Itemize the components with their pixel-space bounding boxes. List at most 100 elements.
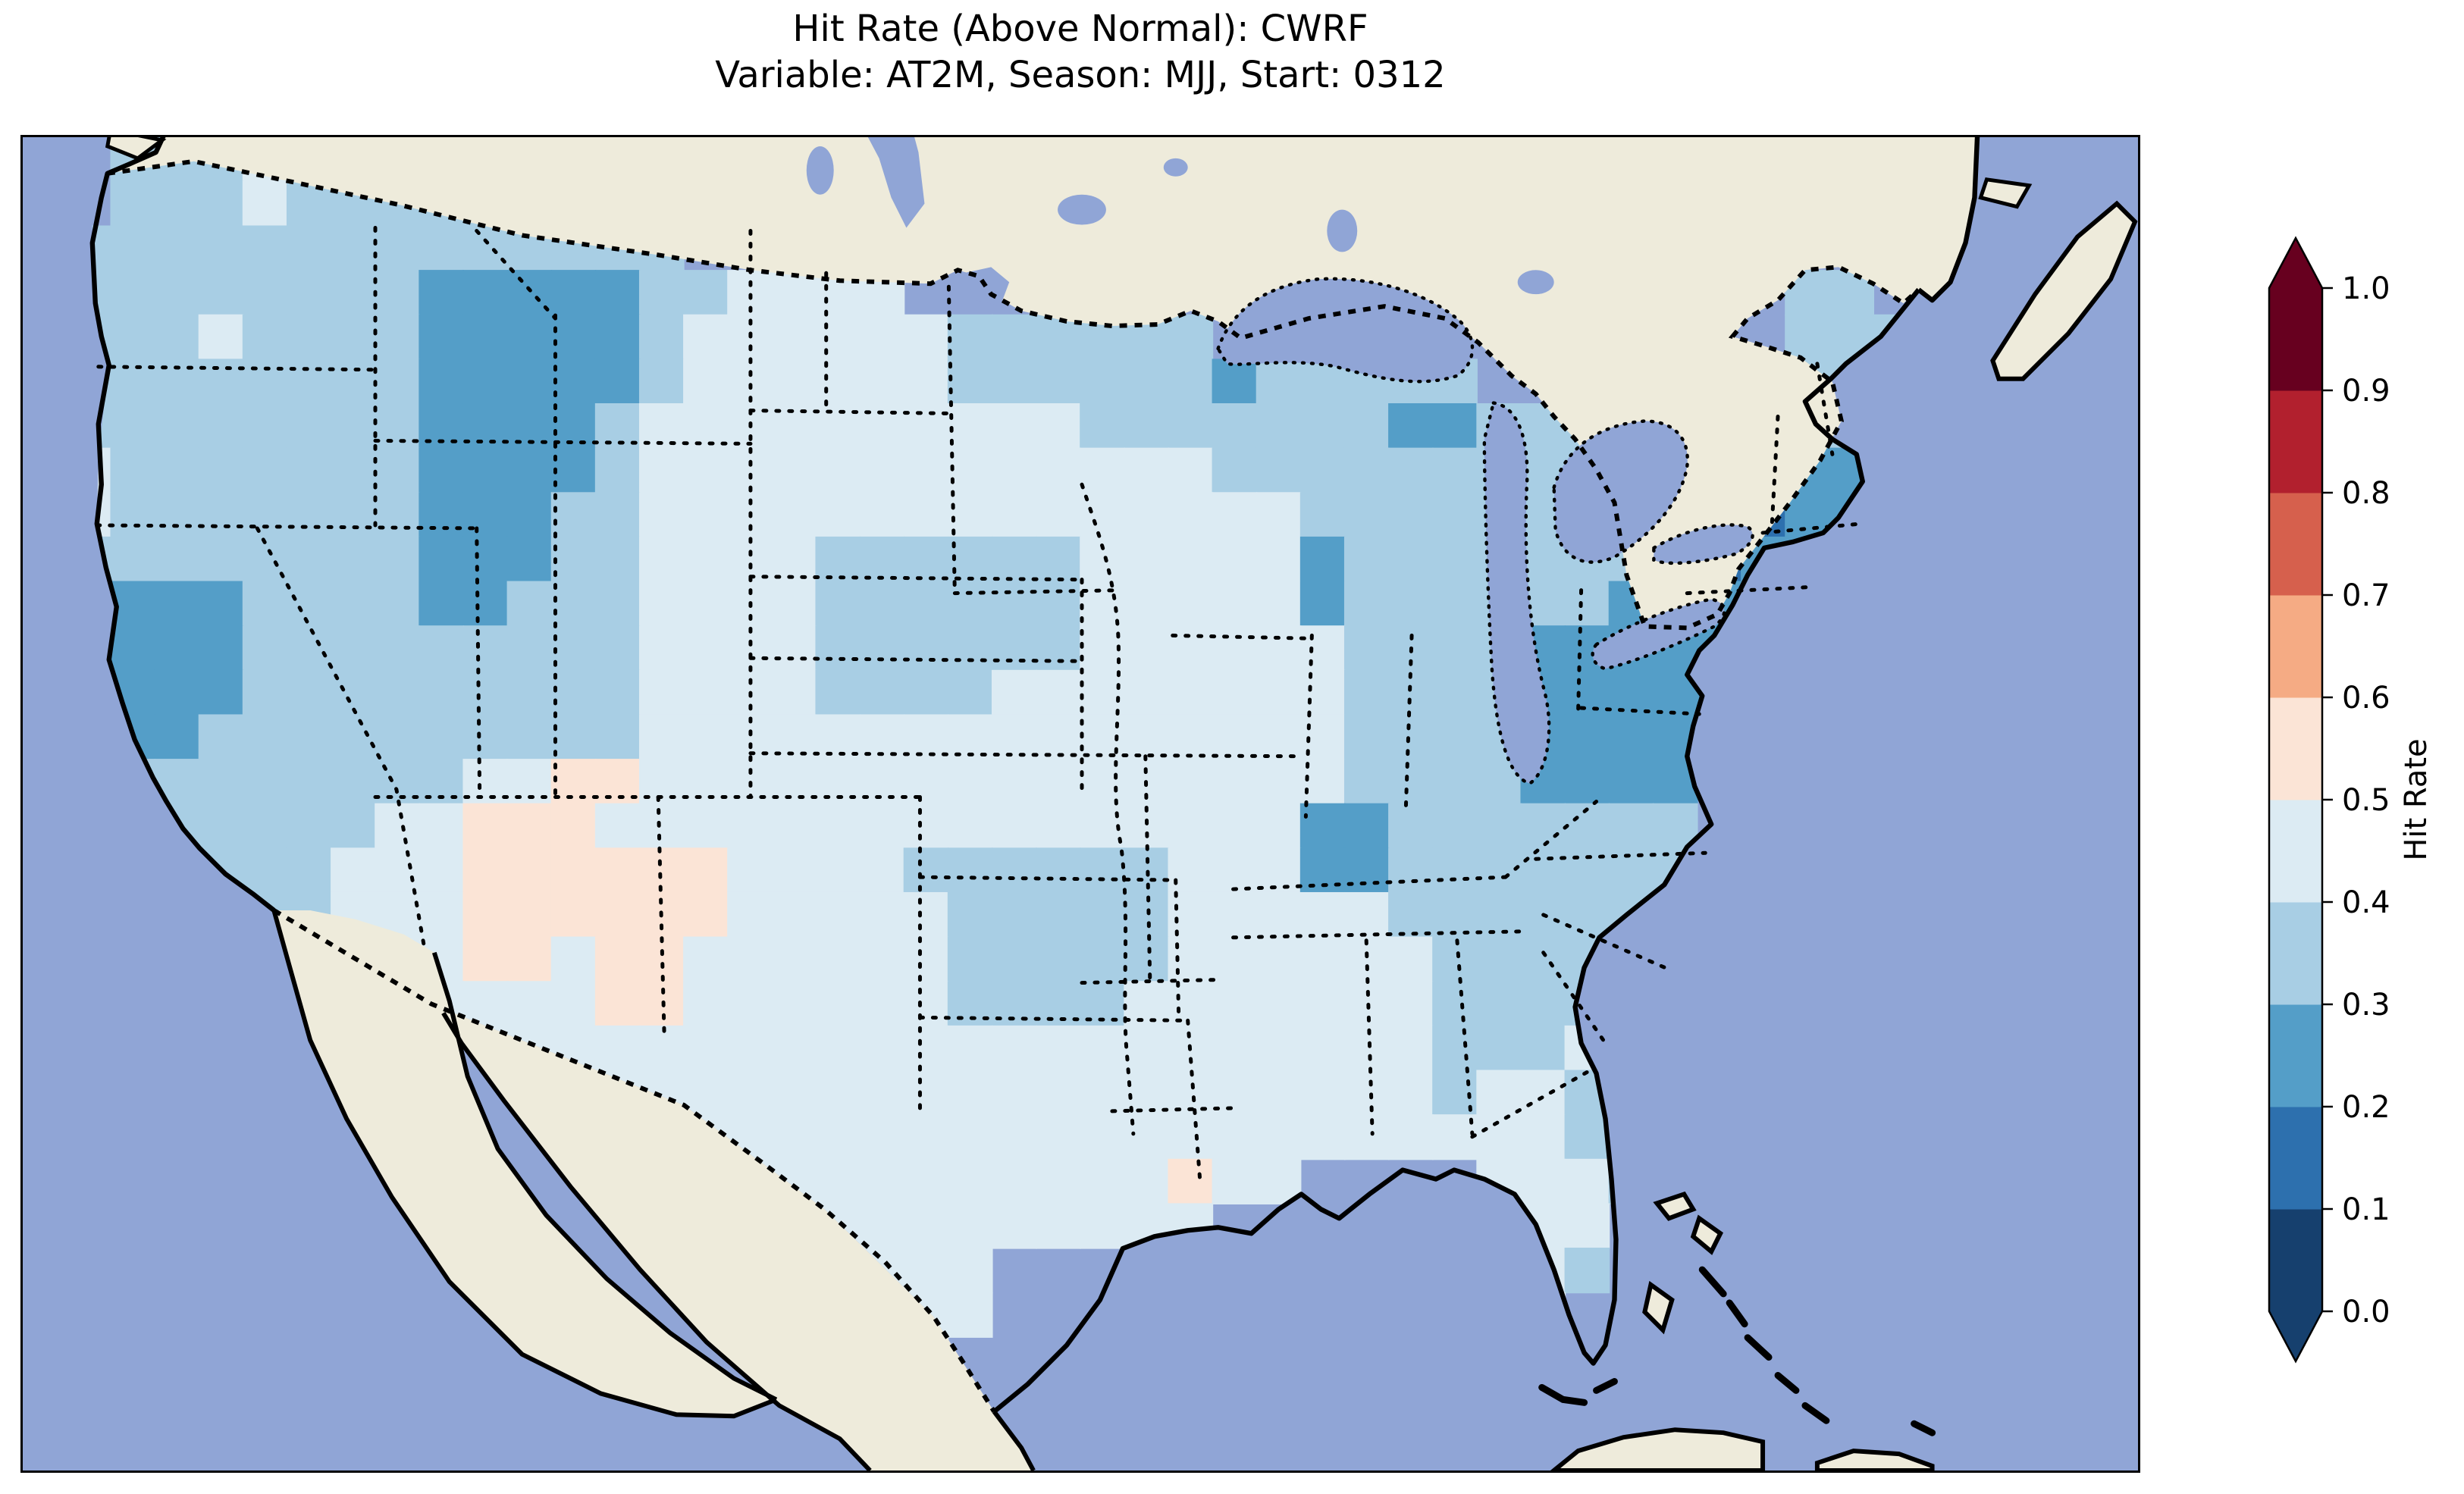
hit-rate-cell bbox=[594, 314, 641, 360]
hit-rate-cell bbox=[1168, 669, 1214, 716]
hit-rate-cell bbox=[1168, 714, 1214, 760]
hit-rate-cell bbox=[1212, 1025, 1258, 1072]
hit-rate-cell bbox=[1256, 803, 1302, 849]
colorbar-bin bbox=[2269, 390, 2322, 493]
map-panel bbox=[20, 135, 2140, 1473]
hit-rate-cell bbox=[815, 803, 861, 849]
hit-rate-cell bbox=[1256, 714, 1302, 760]
hit-rate-cell bbox=[1036, 759, 1081, 805]
hit-rate-cell bbox=[683, 714, 729, 760]
hit-rate-cell bbox=[771, 625, 817, 672]
hit-rate-cell bbox=[1124, 981, 1170, 1027]
hit-rate-cell bbox=[419, 359, 465, 405]
hit-rate-cell bbox=[1036, 492, 1081, 538]
hit-rate-cell bbox=[947, 581, 993, 627]
hit-rate-cell bbox=[419, 625, 465, 672]
hit-rate-cell bbox=[1343, 669, 1390, 716]
hit-rate-cell bbox=[1388, 1070, 1434, 1116]
hit-rate-cell bbox=[727, 1025, 773, 1072]
colorbar-axis-label: Hit Rate bbox=[2399, 738, 2434, 860]
hit-rate-cell bbox=[1212, 1158, 1258, 1204]
mexico-coastlines bbox=[271, 910, 1036, 1471]
colorbar-bin bbox=[2269, 288, 2322, 391]
hit-rate-cell bbox=[815, 492, 861, 538]
hit-rate-cell bbox=[1343, 803, 1390, 849]
hit-rate-cell bbox=[859, 891, 905, 938]
hit-rate-cell bbox=[154, 669, 200, 716]
hit-rate-cell bbox=[859, 1070, 905, 1116]
hit-rate-cell bbox=[903, 1025, 949, 1072]
hit-rate-cell bbox=[1608, 759, 1654, 805]
hit-rate-cell bbox=[1564, 1158, 1610, 1204]
hit-rate-cell bbox=[727, 936, 773, 982]
hit-rate-cell bbox=[462, 314, 509, 360]
hit-rate-cell bbox=[1388, 581, 1434, 627]
hit-rate-cell bbox=[859, 536, 905, 583]
hit-rate-cell bbox=[1256, 492, 1302, 538]
hit-rate-cell bbox=[815, 403, 861, 449]
hit-rate-cell bbox=[1036, 581, 1081, 627]
hit-rate-cell bbox=[947, 314, 993, 360]
hit-rate-cell bbox=[154, 225, 200, 271]
hit-rate-cell bbox=[242, 803, 288, 849]
hit-rate-cell bbox=[815, 1070, 861, 1116]
hit-rate-cell bbox=[462, 581, 509, 627]
hit-rate-cell bbox=[154, 359, 200, 405]
hit-rate-cell bbox=[331, 359, 376, 405]
hit-rate-cell bbox=[1343, 581, 1390, 627]
colorbar-tick-label: 0.7 bbox=[2342, 578, 2390, 613]
hit-rate-cell bbox=[815, 447, 861, 493]
hit-rate-cell bbox=[859, 981, 905, 1027]
hit-rate-cell bbox=[991, 1203, 1037, 1249]
hit-rate-cell bbox=[1168, 891, 1214, 938]
hit-rate-cell bbox=[1036, 1025, 1081, 1072]
prince-edward-island bbox=[1978, 177, 2033, 209]
hit-rate-cell bbox=[1388, 1025, 1434, 1072]
hit-rate-cell bbox=[506, 936, 553, 982]
us-coastlines bbox=[89, 137, 1980, 1414]
hit-rate-cell bbox=[1299, 581, 1346, 627]
hit-rate-cell bbox=[1432, 403, 1478, 449]
hit-rate-cell bbox=[1256, 625, 1302, 672]
hit-rate-cell bbox=[1520, 1158, 1566, 1204]
hit-rate-cell bbox=[462, 625, 509, 672]
hit-rate-cell bbox=[550, 714, 597, 760]
hit-rate-cell bbox=[947, 625, 993, 672]
hit-rate-cell bbox=[242, 359, 288, 405]
hit-rate-cell bbox=[771, 936, 817, 982]
hit-rate-cell bbox=[1256, 891, 1302, 938]
hit-rate-cell bbox=[1168, 981, 1214, 1027]
hit-rate-cell bbox=[506, 714, 553, 760]
figure-title: Hit Rate (Above Normal): CWRF Variable: … bbox=[20, 6, 2140, 99]
hit-rate-cell bbox=[1080, 536, 1125, 583]
hit-rate-cell bbox=[1476, 1025, 1522, 1072]
mexico-land bbox=[431, 1004, 1034, 1471]
hit-rate-cell bbox=[1520, 803, 1566, 849]
hit-rate-cell bbox=[1299, 1025, 1346, 1072]
hit-rate-cell bbox=[286, 225, 332, 271]
hit-rate-cell bbox=[1168, 936, 1214, 982]
hit-rate-cell bbox=[771, 669, 817, 716]
bahamas bbox=[1642, 1191, 1724, 1335]
hit-rate-cell bbox=[859, 803, 905, 849]
hit-rate-cell bbox=[1080, 1158, 1125, 1204]
hit-rate-cell bbox=[462, 403, 509, 449]
hit-rate-cell bbox=[331, 625, 376, 672]
hit-rate-cell bbox=[859, 492, 905, 538]
hit-rate-cell bbox=[286, 803, 332, 849]
hit-rate-cell bbox=[638, 536, 685, 583]
hit-rate-cell bbox=[242, 403, 288, 449]
hit-rate-cell bbox=[991, 803, 1037, 849]
hit-rate-cell bbox=[242, 625, 288, 672]
hit-rate-cell bbox=[683, 891, 729, 938]
hit-rate-cell bbox=[903, 1114, 949, 1160]
hit-rate-cell bbox=[286, 447, 332, 493]
hit-rate-cell bbox=[419, 847, 465, 894]
hit-rate-cell bbox=[859, 314, 905, 360]
hit-rate-cell bbox=[1388, 403, 1434, 449]
hit-rate-cell bbox=[1299, 536, 1346, 583]
hit-rate-cell bbox=[419, 447, 465, 493]
hit-rate-cell bbox=[1212, 714, 1258, 760]
hit-rate-cell bbox=[683, 536, 729, 583]
